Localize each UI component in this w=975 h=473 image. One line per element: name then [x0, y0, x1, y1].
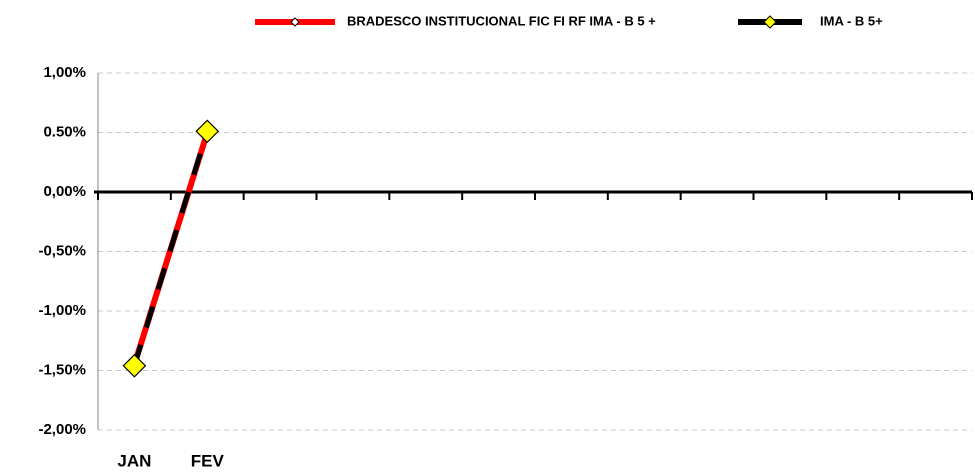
marker — [195, 119, 220, 144]
legend-marker — [290, 17, 300, 27]
x-tick-label: JAN — [117, 451, 151, 470]
x-tick-label: FEV — [191, 451, 225, 470]
y-tick-label: 0,00% — [43, 183, 86, 200]
y-tick-label: -2,00% — [38, 421, 86, 438]
y-tick-label: -1,00% — [38, 302, 86, 319]
legend-marker — [763, 15, 777, 29]
marker — [122, 353, 147, 378]
legend-label: BRADESCO INSTITUCIONAL FIC FI RF IMA - B… — [347, 13, 656, 28]
y-tick-label: -1,50% — [38, 361, 86, 378]
series-line — [132, 130, 210, 367]
y-tick-label: 1,00% — [43, 64, 86, 81]
y-tick-label: -0,50% — [38, 242, 86, 259]
legend-label: IMA - B 5+ — [820, 13, 883, 28]
y-tick-label: 0.50% — [43, 123, 86, 140]
